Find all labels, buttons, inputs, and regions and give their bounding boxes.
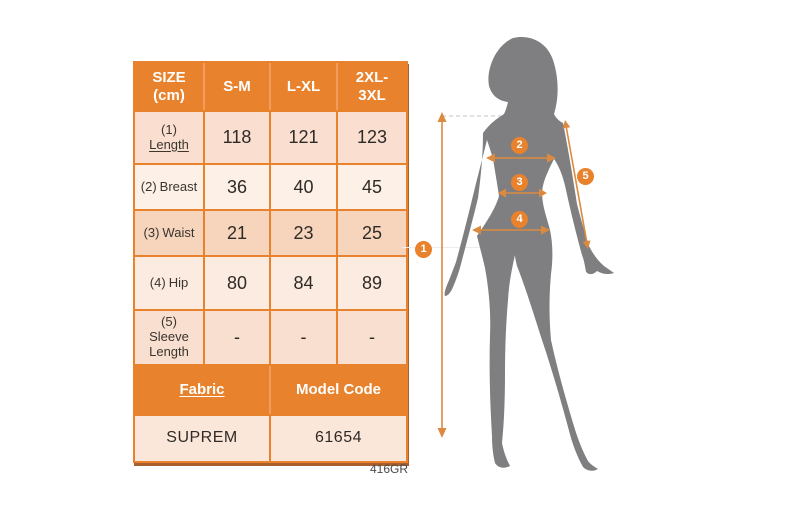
breast-arrow-icon [486,153,556,163]
measurement-marker-3: 3 [511,174,528,191]
cell-sleeve-2xl-3xl: - [338,311,406,364]
row-number: (2) [140,178,157,194]
footer-header-model-code: Model Code [271,366,406,414]
cell-hip-2xl-3xl: 89 [338,257,406,309]
model-code-value: 61654 [271,416,406,461]
size-table: SIZE (cm) S-M L-XL 2XL-3XL (1) Length 11… [133,61,408,463]
measurement-marker-1: 1 [415,241,432,258]
cell-breast-s-m: 36 [205,165,269,209]
hip-arrow-icon [472,225,550,235]
cell-hip-s-m: 80 [205,257,269,309]
cell-hip-l-xl: 84 [271,257,336,309]
cell-sleeve-l-xl: - [271,311,336,364]
cell-waist-s-m: 21 [205,211,269,255]
cell-length-s-m: 118 [205,112,269,163]
row-label-breast: (2) Breast [135,165,203,209]
fabric-label: Fabric [179,381,225,399]
measurement-marker-2: 2 [511,137,528,154]
sleeve-arrow-icon [562,120,591,249]
waist-arrow-icon [498,188,547,198]
body-silhouette-diagram [437,36,614,471]
row-label-text: (2) Breast [140,178,198,195]
cell-length-2xl-3xl: 123 [338,112,406,163]
row-label-waist: (3) Waist [135,211,203,255]
row-label-text: (3) Waist [143,224,195,241]
row-label-sleeve-length: (5) Sleeve Length [135,311,203,364]
row-name: Breast [159,178,198,194]
row-name: Waist [162,224,195,240]
wrist-guide-line [402,247,480,248]
header-cell-2xl-3xl: 2XL-3XL [338,63,406,110]
female-silhouette [444,36,614,471]
measurement-marker-4: 4 [511,211,528,228]
cell-waist-2xl-3xl: 25 [338,211,406,255]
row-name: Hip [168,274,189,290]
cell-sleeve-s-m: - [205,311,269,364]
measurement-marker-5: 5 [577,168,594,185]
row-name: Sleeve Length [149,329,189,359]
row-label-length: (1) Length [135,112,203,163]
cell-length-l-xl: 121 [271,112,336,163]
row-label-text: (4) Hip [149,274,189,291]
cell-breast-2xl-3xl: 45 [338,165,406,209]
row-name: Length [149,136,189,152]
row-number: (4) [149,274,166,290]
product-code-note: 416GR [369,462,408,476]
cell-breast-l-xl: 40 [271,165,336,209]
header-cell-s-m: S-M [205,63,269,110]
header-cell-l-xl: L-XL [271,63,336,110]
header-cell-size: SIZE (cm) [135,63,203,110]
fabric-value: SUPREM [135,416,269,461]
row-number: (3) [143,224,160,240]
cell-waist-l-xl: 23 [271,211,336,255]
row-number: (1) [161,121,177,137]
row-label-hip: (4) Hip [135,257,203,309]
row-number: (5) [161,314,177,330]
footer-header-fabric: Fabric [135,366,269,414]
length-arrow-icon [437,112,447,438]
